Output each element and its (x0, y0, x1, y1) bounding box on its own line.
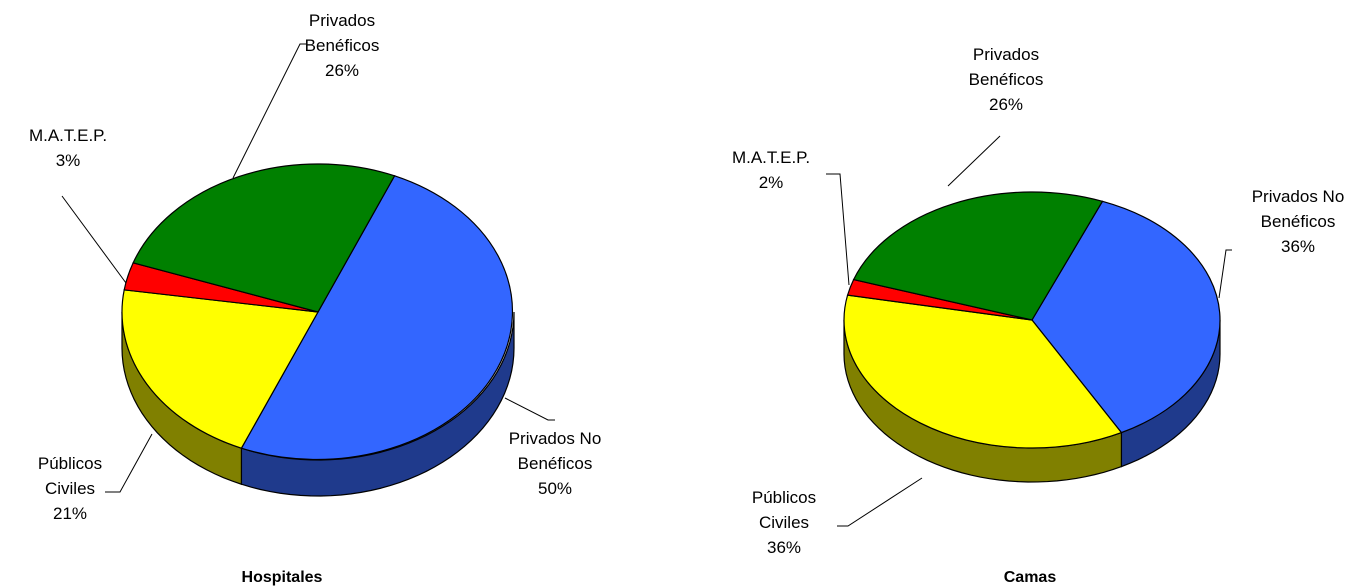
pie-slice-0 (240, 175, 514, 461)
slice-percent-label: 2% (759, 173, 784, 192)
slice-label: Civiles (759, 513, 809, 532)
leader-line-1 (837, 477, 923, 527)
slice-percent-label: 3% (56, 151, 81, 170)
slice-percent-label: 26% (989, 95, 1023, 114)
leader-line-2 (61, 195, 127, 284)
pie-slice-3 (852, 191, 1104, 321)
slice-label: Benéficos (518, 454, 593, 473)
pie-slice-1 (121, 289, 319, 449)
slice-percent-label: 50% (538, 479, 572, 498)
slice-label: Privados No (1252, 187, 1345, 206)
chart-title-camas: Camas (1004, 569, 1057, 586)
slice-percent-label: 21% (53, 504, 87, 523)
leader-line-3 (947, 135, 1001, 187)
pie-chart-hospitales: Privados No Benéficos 50% Públicos Civiles 21… (29, 11, 601, 523)
slice-label: Privados No (509, 429, 602, 448)
slice-label: Públicos (38, 454, 102, 473)
slice-label: Benéficos (1261, 212, 1336, 231)
leader-line-3 (232, 43, 306, 179)
slice-label: M.A.T.E.P. (732, 148, 810, 167)
leader-line-2 (826, 173, 850, 286)
chart-title-hospitales: Hospitales (242, 569, 323, 586)
leader-line-0 (504, 397, 555, 421)
slice-percent-label: 36% (1281, 237, 1315, 256)
pie-slice-1 (843, 294, 1123, 449)
slice-percent-label: 26% (325, 61, 359, 80)
pie-slice-3 (132, 163, 396, 313)
leader-line-1 (105, 433, 153, 493)
slice-label: Civiles (45, 479, 95, 498)
slice-label: M.A.T.E.P. (29, 126, 107, 145)
slice-label: Privados (309, 11, 375, 30)
slice-label: Públicos (752, 488, 816, 507)
slice-label: Benéficos (305, 36, 380, 55)
slice-label: Privados (973, 45, 1039, 64)
leader-line-0 (1218, 249, 1232, 299)
slice-label: Benéficos (969, 70, 1044, 89)
slice-percent-label: 36% (767, 538, 801, 557)
pie-slice-0 (1031, 200, 1221, 434)
pie-chart-camas: Privados No Benéficos 36% Públicos Civiles 36… (732, 45, 1344, 557)
